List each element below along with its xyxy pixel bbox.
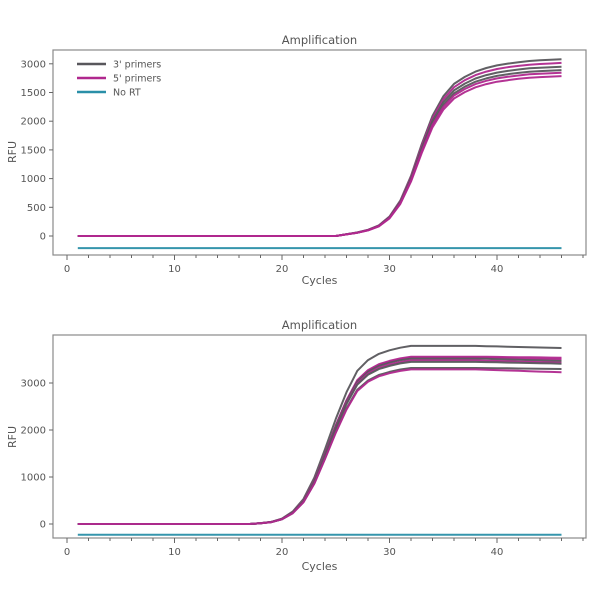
y-tick-label: 0 — [40, 520, 46, 531]
x-axis-label: Cycles — [302, 560, 338, 573]
y-tick-label: 1500 — [21, 145, 46, 156]
legend: 3' primers 5' primers No RT — [77, 60, 161, 99]
y-tick-label: 1000 — [21, 473, 46, 484]
chart-title: Amplification — [282, 33, 357, 47]
y-tick-label: 2000 — [21, 117, 46, 128]
series-line-5-primers — [77, 61, 562, 237]
chart-panel-1: Amplification Cycles RFU 0 10 20 30 40 0 500 1000 1… — [6, 33, 587, 287]
x-tick-label: 30 — [383, 264, 396, 275]
x-tick-label: 30 — [383, 547, 396, 558]
series-line-5-primers — [77, 75, 562, 237]
y-tick-label: 3000 — [21, 379, 46, 390]
series-line-5-primers — [77, 71, 562, 237]
legend-label: 5' primers — [113, 74, 161, 85]
y-tick-label: 1500 — [21, 88, 46, 99]
plot-frame — [52, 49, 587, 256]
series-line-3-primers — [77, 357, 562, 525]
legend-label: 3' primers — [113, 60, 161, 71]
series-line-3-primers — [77, 58, 562, 237]
x-tick-label: 10 — [168, 547, 181, 558]
x-tick-label: 0 — [64, 547, 70, 558]
y-tick-label: 0 — [40, 232, 46, 243]
x-tick-label: 40 — [491, 547, 504, 558]
series-line-5-primers — [77, 368, 562, 525]
chart-title: Amplification — [282, 318, 357, 332]
x-tick-label: 20 — [276, 547, 289, 558]
series-line-3-primers — [77, 69, 562, 237]
legend-label: No RT — [113, 88, 141, 99]
chart-panel-2: Amplification Cycles RFU 0 10 20 30 40 0 1000 2000… — [6, 318, 587, 573]
x-tick-label: 0 — [64, 264, 70, 275]
series-line-3-primers — [77, 367, 562, 525]
series-line-5-primers — [77, 359, 562, 525]
series-line-3-primers — [77, 344, 562, 525]
x-tick-label: 40 — [491, 264, 504, 275]
y-tick-label: 2000 — [21, 426, 46, 437]
y-axis-label: RFU — [6, 141, 19, 163]
y-axis-label: RFU — [6, 426, 19, 448]
series-line-5-primers — [77, 355, 562, 525]
x-tick-label: 10 — [168, 264, 181, 275]
series-line-3-primers — [77, 360, 562, 525]
y-tick-label: 1000 — [21, 174, 46, 185]
y-tick-label: 500 — [27, 203, 46, 214]
y-tick-label: 3000 — [21, 59, 46, 70]
x-axis-label: Cycles — [302, 274, 338, 287]
x-tick-label: 20 — [276, 264, 289, 275]
series-line-5-primers — [77, 356, 562, 525]
series-line-3-primers — [77, 65, 562, 237]
plot-frame — [52, 334, 587, 539]
